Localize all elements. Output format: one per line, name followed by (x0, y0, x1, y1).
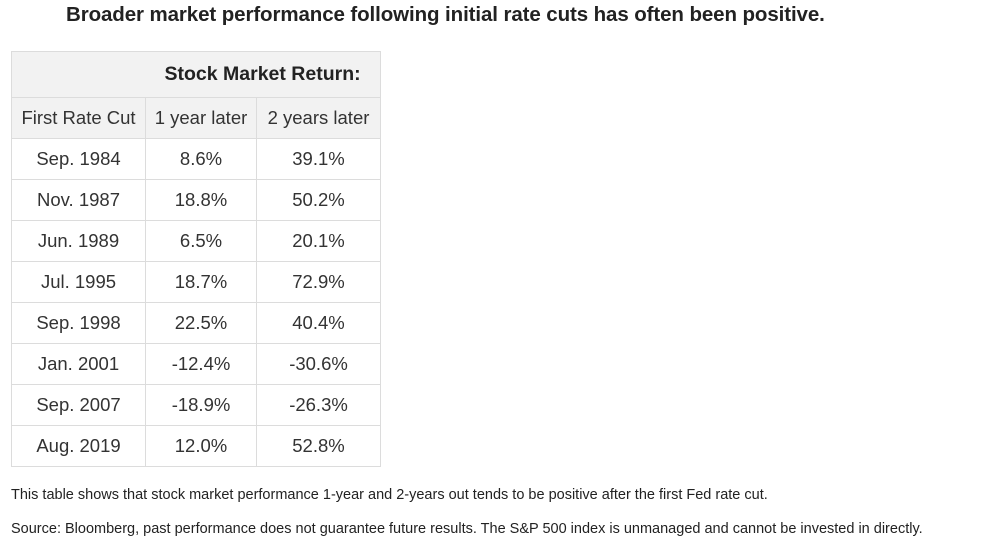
column-header-row: First Rate Cut 1 year later 2 years late… (11, 97, 381, 139)
one-year-return-cell: -18.9% (145, 384, 257, 426)
one-year-return-cell: 8.6% (145, 138, 257, 180)
table-row: Jun. 1989 6.5% 20.1% (11, 220, 381, 262)
rate-cut-date-cell: Nov. 1987 (11, 179, 146, 221)
source-disclaimer-note: Source: Bloomberg, past performance does… (11, 521, 923, 537)
rate-cut-date-cell: Jun. 1989 (11, 220, 146, 262)
one-year-return-cell: 22.5% (145, 302, 257, 344)
two-year-return-cell: 50.2% (256, 179, 381, 221)
table-row: Jan. 2001 -12.4% -30.6% (11, 343, 381, 385)
table-header: Stock Market Return: First Rate Cut 1 ye… (11, 51, 381, 139)
table-row: Aug. 2019 12.0% 52.8% (11, 425, 381, 467)
rate-cut-date-cell: Jul. 1995 (11, 261, 146, 303)
one-year-return-cell: 18.7% (145, 261, 257, 303)
table-row: Sep. 2007 -18.9% -26.3% (11, 384, 381, 426)
rate-cut-date-cell: Sep. 1984 (11, 138, 146, 180)
one-year-return-cell: 18.8% (145, 179, 257, 221)
table-row: Jul. 1995 18.7% 72.9% (11, 261, 381, 303)
one-year-return-cell: 12.0% (145, 425, 257, 467)
table-row: Sep. 1984 8.6% 39.1% (11, 138, 381, 180)
two-year-return-cell: -26.3% (256, 384, 381, 426)
table-row: Nov. 1987 18.8% 50.2% (11, 179, 381, 221)
one-year-return-cell: -12.4% (145, 343, 257, 385)
two-year-return-cell: 40.4% (256, 302, 381, 344)
rate-cut-date-cell: Sep. 1998 (11, 302, 146, 344)
two-year-return-cell: -30.6% (256, 343, 381, 385)
column-header-1-year-later: 1 year later (145, 97, 257, 139)
column-header-2-years-later: 2 years later (256, 97, 381, 139)
two-year-return-cell: 20.1% (256, 220, 381, 262)
rate-cut-date-cell: Sep. 2007 (11, 384, 146, 426)
one-year-return-cell: 6.5% (145, 220, 257, 262)
two-year-return-cell: 72.9% (256, 261, 381, 303)
table-description-note: This table shows that stock market perfo… (11, 487, 768, 503)
table-row: Sep. 1998 22.5% 40.4% (11, 302, 381, 344)
two-year-return-cell: 39.1% (256, 138, 381, 180)
group-header-row: Stock Market Return: (11, 51, 381, 98)
rate-cut-returns-table: Stock Market Return: First Rate Cut 1 ye… (11, 51, 381, 467)
rate-cut-date-cell: Aug. 2019 (11, 425, 146, 467)
two-year-return-cell: 52.8% (256, 425, 381, 467)
stock-market-return-header: Stock Market Return: (145, 51, 381, 98)
table-body: Sep. 1984 8.6% 39.1% Nov. 1987 18.8% 50.… (11, 138, 381, 467)
header-corner-cell (11, 51, 146, 98)
rate-cut-date-cell: Jan. 2001 (11, 343, 146, 385)
page-title: Broader market performance following ini… (66, 3, 825, 26)
column-header-first-rate-cut: First Rate Cut (11, 97, 146, 139)
